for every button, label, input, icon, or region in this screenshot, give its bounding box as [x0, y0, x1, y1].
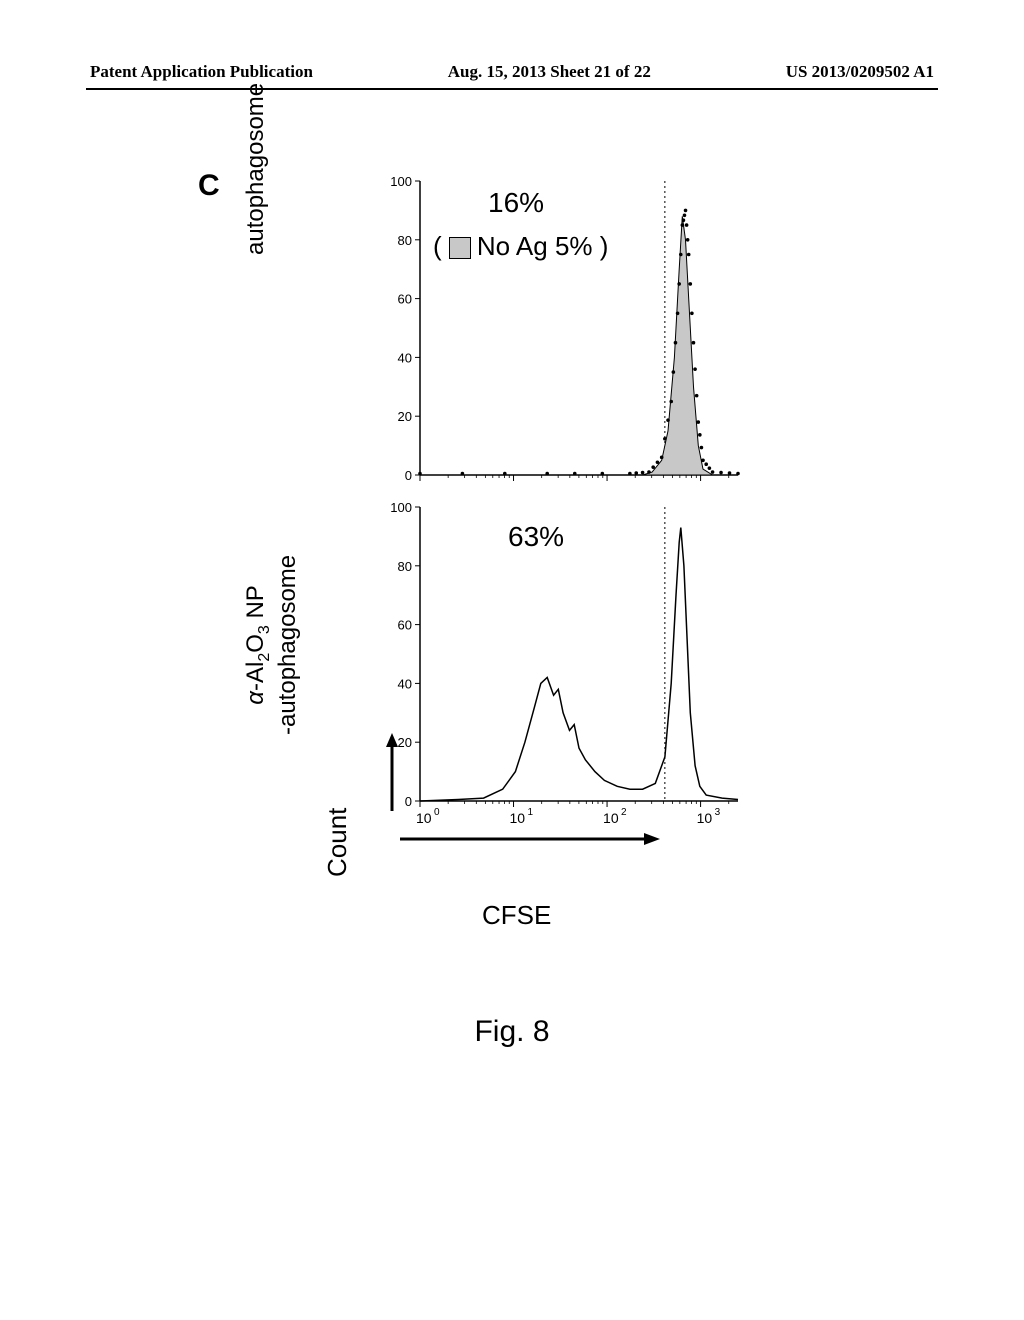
svg-text:10: 10: [603, 810, 619, 826]
legend-swatch-icon: [449, 237, 471, 259]
top-chart-svg: 0 20 40 60 80 100: [378, 175, 748, 493]
svg-text:0: 0: [405, 794, 412, 809]
svg-text:100: 100: [390, 175, 412, 189]
y-label-top: autophagosome: [242, 83, 270, 255]
svg-text:80: 80: [398, 233, 412, 248]
page-header: Patent Application Publication Aug. 15, …: [0, 62, 1024, 82]
pct-top: 16%: [488, 187, 544, 219]
no-ag-legend: ( No Ag 5% ): [433, 231, 608, 262]
bottom-chart-svg: 020406080100100101102103: [378, 501, 748, 859]
figure-caption: Fig. 8: [0, 1015, 1024, 1049]
svg-text:0: 0: [434, 807, 440, 818]
svg-text:10: 10: [416, 810, 432, 826]
y-label-bottom: α-Al2O3 NP-autophagosome: [242, 555, 302, 735]
svg-text:20: 20: [398, 409, 412, 424]
svg-text:80: 80: [398, 559, 412, 574]
top-chart: 16% ( No Ag 5% ) 0 20 40 60 80 100: [378, 175, 748, 493]
svg-text:100: 100: [390, 501, 412, 515]
svg-text:40: 40: [398, 676, 412, 691]
x-axis-label: CFSE: [482, 900, 551, 931]
bottom-chart: 63% 020406080100100101102103: [378, 501, 748, 819]
header-rule: [86, 88, 938, 90]
svg-text:20: 20: [398, 735, 412, 750]
header-right: US 2013/0209502 A1: [786, 62, 934, 82]
svg-text:60: 60: [398, 618, 412, 633]
pct-bottom: 63%: [508, 521, 564, 553]
header-left: Patent Application Publication: [90, 62, 313, 82]
chart-stack: 16% ( No Ag 5% ) 020406080100 63% 020406…: [328, 175, 778, 819]
svg-text:2: 2: [621, 807, 627, 818]
svg-text:10: 10: [697, 810, 713, 826]
svg-text:40: 40: [398, 350, 412, 365]
svg-text:60: 60: [398, 292, 412, 307]
svg-text:3: 3: [715, 807, 721, 818]
svg-text:1: 1: [528, 807, 534, 818]
panel-label-c: C: [198, 169, 220, 203]
header-center: Aug. 15, 2013 Sheet 21 of 22: [448, 62, 651, 82]
svg-text:10: 10: [510, 810, 526, 826]
svg-text:0: 0: [405, 468, 412, 483]
